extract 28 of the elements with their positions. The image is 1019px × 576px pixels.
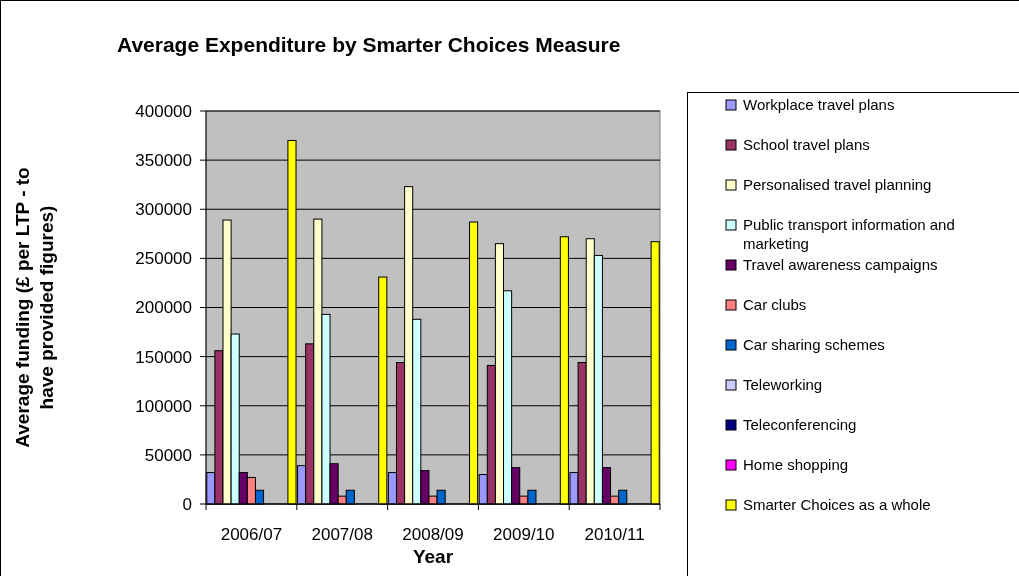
x-axis-title: Year xyxy=(412,546,454,567)
y-tick-label: 400000 xyxy=(135,101,192,121)
x-tick-label: 2007/08 xyxy=(311,525,373,544)
y-tick-label: 0 xyxy=(182,494,192,514)
legend-label: Travel awareness campaigns xyxy=(743,256,938,274)
legend-label: Car clubs xyxy=(743,296,807,314)
y-tick-label: 300000 xyxy=(135,200,192,220)
y-tick-label: 250000 xyxy=(135,249,192,269)
x-tick-label: 2010/11 xyxy=(584,525,645,544)
legend-label: Smarter Choices as a whole xyxy=(743,496,931,514)
legend-label: Teleconferencing xyxy=(743,416,857,434)
x-tick-label: 2008/09 xyxy=(402,525,464,544)
legend-label: Teleworking xyxy=(743,376,823,394)
y-tick-label: 50000 xyxy=(144,445,192,465)
y-tick-label: 200000 xyxy=(135,298,192,318)
legend-label: School travel plans xyxy=(743,136,870,154)
y-axis-title: Average funding (£ per LTP - to have provided figures) xyxy=(11,167,57,448)
legend-label: Car sharing schemes xyxy=(743,336,885,354)
legend-label: Personalised travel planning xyxy=(743,176,932,194)
chart-title: Average Expenditure by Smarter Choices Measure xyxy=(117,33,621,56)
x-tick-label: 2009/10 xyxy=(493,525,555,544)
y-tick-label: 350000 xyxy=(135,151,192,171)
legend-label: Home shopping xyxy=(743,456,849,474)
legend-label: Public transport information and marketing xyxy=(743,216,955,253)
y-tick-label: 150000 xyxy=(135,347,192,367)
x-tick-label: 2006/07 xyxy=(220,525,283,544)
legend-label: Workplace travel plans xyxy=(743,96,895,114)
y-tick-label: 100000 xyxy=(135,396,192,416)
